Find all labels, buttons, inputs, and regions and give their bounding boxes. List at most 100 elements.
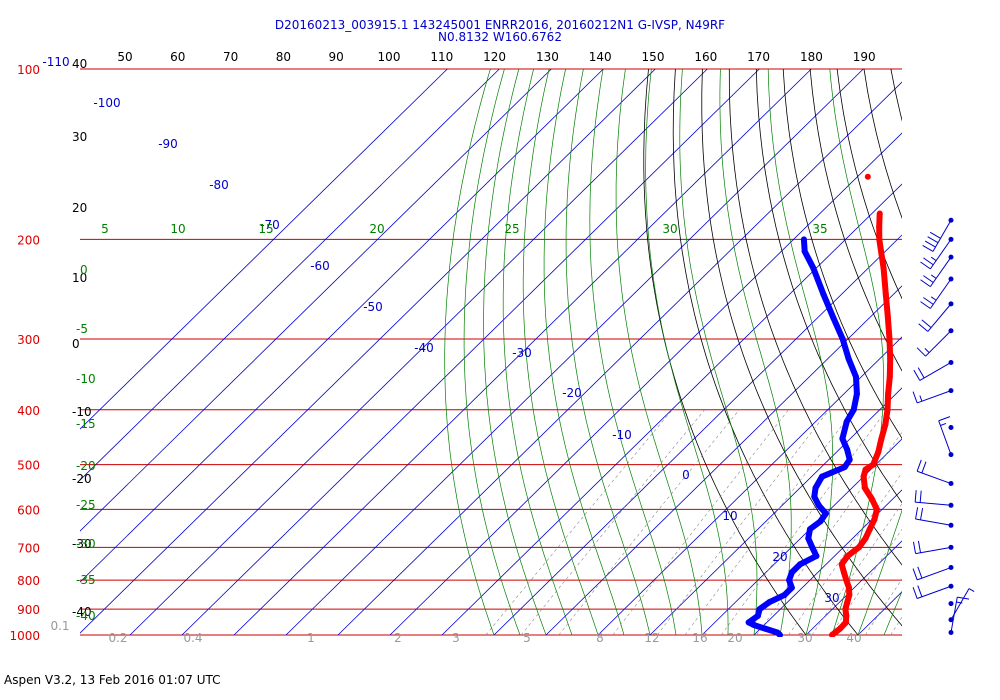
moist-adiabat-line <box>589 68 677 636</box>
theta-tick-label: 140 <box>589 50 612 64</box>
height-tick-label: 30 <box>72 130 87 144</box>
isotherm-line <box>80 68 656 634</box>
temperature-point <box>882 291 889 298</box>
temperature-tick-label: -90 <box>158 137 178 151</box>
wind-barb-staff <box>929 278 952 309</box>
height-tick-label: -40 <box>72 605 92 619</box>
dewpoint-point <box>815 502 822 509</box>
wind-barb-flag <box>915 507 919 520</box>
wind-barb-flag <box>917 367 925 379</box>
dewpoint-point <box>822 510 829 517</box>
dry-adiabat-line <box>782 68 902 440</box>
wind-barb-flag <box>920 261 931 270</box>
temperature-point <box>887 355 894 362</box>
isotherm-line <box>181 68 760 636</box>
wind-barb <box>948 601 954 607</box>
wind-barb-staff <box>927 303 952 332</box>
dry-adiabat-label: -10 <box>76 372 96 386</box>
wind-barb <box>948 596 970 636</box>
wind-barb <box>912 565 954 581</box>
mixing-ratio-line <box>558 409 740 636</box>
mixing-ratio-label: 0.2 <box>108 631 127 645</box>
moist-adiabat-line <box>645 68 729 635</box>
temperature-point <box>880 265 887 272</box>
dry-adiabat-label: 0 <box>80 263 88 277</box>
wind-barb <box>922 217 954 252</box>
wind-barb-flag <box>920 301 931 309</box>
dewpoint-point <box>846 456 853 463</box>
mixing-ratio-line <box>811 503 902 636</box>
wind-barb-flag <box>930 274 937 279</box>
isotherm-line <box>80 68 604 583</box>
dewpoint-point <box>797 561 804 568</box>
height-tick-label: 10 <box>72 271 87 285</box>
isotherm-line <box>493 234 902 636</box>
wind-barb-flag <box>916 459 922 472</box>
wind-barb-flag <box>917 540 922 553</box>
dewpoint-point <box>807 526 814 533</box>
temperature-tick-label: -110 <box>42 55 69 69</box>
mixing-ratio-line <box>721 409 888 636</box>
temperature-point <box>829 632 835 637</box>
dry-adiabat-label: -20 <box>76 459 96 473</box>
mixing-ratio-label: 8 <box>596 631 604 645</box>
dewpoint-point <box>801 248 808 255</box>
dewpoint-point <box>766 599 773 606</box>
dewpoint-point <box>853 390 860 397</box>
dewpoint-point <box>841 464 848 471</box>
moist-adiabat-line <box>857 509 902 636</box>
temperature-point <box>844 552 851 559</box>
wind-barb <box>912 583 954 600</box>
wind-barb-staff <box>932 219 952 252</box>
temperature-point <box>844 599 851 606</box>
wind-barb-flag <box>968 588 975 593</box>
wind-barb-flag <box>917 585 923 597</box>
wind-barb-flag <box>917 566 923 579</box>
temperature-point <box>866 526 873 533</box>
pressure-tick-label: 600 <box>17 503 40 517</box>
isotherm-line <box>80 68 448 430</box>
dewpoint-point <box>853 373 860 380</box>
dewpoint-point <box>781 592 788 599</box>
pressure-tick-label: 700 <box>17 541 40 555</box>
temperature-point <box>885 390 892 397</box>
mixing-ratio-line <box>520 409 705 636</box>
mixing-ratio-line <box>756 431 902 636</box>
height-tick-label: -20 <box>72 472 92 486</box>
dry-adiabat-line <box>972 69 1000 635</box>
height-tick-label: -30 <box>72 537 92 551</box>
dry-adiabat-line <box>836 68 902 300</box>
mixing-ratio-label: 5 <box>523 631 531 645</box>
wind-barb-flag <box>913 369 921 381</box>
wind-barb-flag <box>940 422 947 426</box>
mixing-ratio-label: 12 <box>644 631 659 645</box>
dewpoint-point <box>756 606 763 613</box>
dewpoint-point <box>811 493 818 500</box>
height-tick-label: 0 <box>72 337 80 351</box>
isotherm-line <box>701 438 902 636</box>
theta-tick-label: 100 <box>378 50 401 64</box>
mixing-ratio-label: 0.4 <box>183 631 202 645</box>
temperature-tick-label: -30 <box>512 346 532 360</box>
dewpoint-point <box>812 485 819 492</box>
wind-barb <box>920 236 954 270</box>
moist-adiabat-label: 20 <box>369 222 384 236</box>
pressure-tick-label: 300 <box>17 333 40 347</box>
temperature-point <box>886 373 893 380</box>
mixing-ratio-line <box>612 409 789 636</box>
height-tick-label: -10 <box>72 405 92 419</box>
dry-adiabat-label: -15 <box>76 417 96 431</box>
temperature-tick-label: 30 <box>824 591 839 605</box>
isotherm-line <box>80 68 500 481</box>
dewpoint-point <box>839 336 846 343</box>
wind-barb-flag <box>914 490 917 503</box>
wind-barb-station <box>948 425 954 431</box>
wind-barb-flag <box>919 490 922 503</box>
temperature-point <box>882 421 889 428</box>
dry-adiabat-label: -25 <box>76 498 96 512</box>
dewpoint-point <box>843 418 850 425</box>
pressure-tick-label: 200 <box>17 233 40 247</box>
temperature-tick-label: -50 <box>363 300 383 314</box>
wind-barb-staff <box>917 390 952 404</box>
temperature-point <box>842 606 849 613</box>
